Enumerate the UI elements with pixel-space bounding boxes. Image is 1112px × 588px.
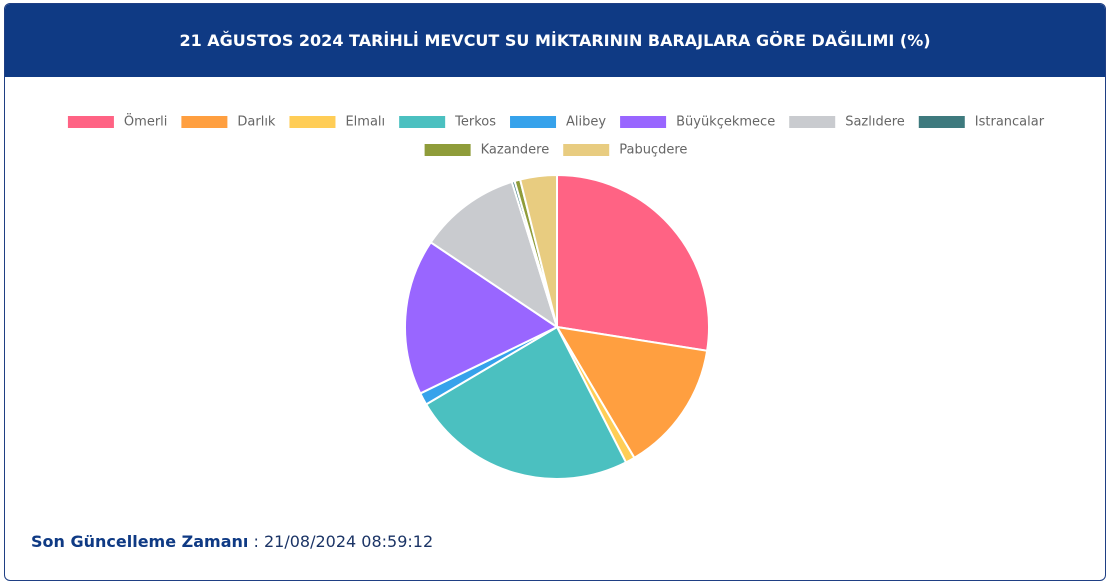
chart-title: 21 AĞUSTOS 2024 TARİHLİ MEVCUT SU MİKTAR… [5, 4, 1105, 77]
legend-item: Elmalı [289, 115, 385, 130]
legend-item: Istrancalar [918, 115, 1045, 130]
legend-label: Kazandere [481, 143, 550, 158]
legend-label: Pabuçdere [619, 143, 687, 158]
legend-label: Alibey [566, 115, 606, 130]
pie-slice [518, 173, 558, 328]
legend-item: Ömerli [67, 113, 167, 130]
legend-swatch [399, 116, 446, 128]
legend-swatch [620, 116, 667, 128]
footer-label: Son Güncelleme Zamanı [31, 532, 249, 551]
legend-swatch [181, 116, 228, 128]
legend-label: Sazlıdere [845, 115, 905, 130]
pie-slice [555, 325, 709, 460]
legend-label: Darlık [237, 115, 276, 130]
pie-slice [556, 173, 710, 352]
legend-swatch [289, 116, 336, 128]
legend-item: Kazandere [424, 143, 550, 158]
legend-label: Büyükçekmece [676, 115, 775, 130]
legend-item: Terkos [399, 115, 496, 130]
legend-label: Terkos [454, 115, 496, 130]
legend-swatch [789, 116, 836, 128]
legend-swatch [424, 144, 471, 156]
footer-value: : 21/08/2024 08:59:12 [253, 532, 434, 551]
legend-swatch [918, 116, 965, 128]
legend-swatch [67, 116, 114, 128]
chart: Ömerli Darlık Elmalı Terkos Alibey Büyükçekme… [67, 113, 1045, 480]
legend-item: Pabuçdere [563, 143, 687, 158]
legend-item: Sazlıdere [789, 115, 905, 130]
card: 21 AĞUSTOS 2024 TARİHLİ MEVCUT SU MİKTAR… [4, 3, 1106, 581]
legend-label: Elmalı [345, 115, 385, 130]
legend-item: Büyükçekmece [620, 115, 775, 130]
legend-label: Ömerli [124, 113, 167, 130]
legend-label: Istrancalar [975, 115, 1045, 130]
legend-item: Alibey [510, 115, 606, 130]
pie-slice [429, 180, 559, 330]
legend-item: Darlık [181, 115, 276, 130]
pie-slice [404, 240, 560, 395]
legend-swatch [510, 116, 557, 128]
footer: Son Güncelleme Zamanı : 21/08/2024 08:59… [31, 532, 433, 551]
pie-slice [424, 325, 628, 480]
legend-swatch [563, 144, 610, 156]
